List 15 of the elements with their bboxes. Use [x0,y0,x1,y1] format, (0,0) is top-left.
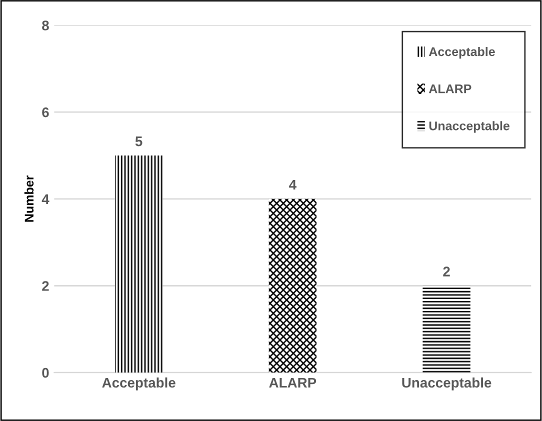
data-label: 5 [135,136,142,146]
y-tick-label: 4 [42,194,50,204]
legend-label: Unacceptable [429,121,510,133]
y-tick-label: 6 [42,107,49,118]
x-tick-label: Unacceptable [402,377,492,390]
data-label: 2 [443,266,450,276]
legend-label: Acceptable [428,46,495,59]
y-tick-label: 0 [42,368,49,378]
y-axis-title: Number [24,175,34,222]
x-tick-label: ALARP [269,378,316,388]
y-tick-label: 8 [42,20,49,30]
legend-label: ALARP [428,84,472,94]
y-tick-label: 2 [42,281,49,291]
data-label: 4 [289,180,296,190]
x-tick-label: Acceptable [102,377,176,390]
